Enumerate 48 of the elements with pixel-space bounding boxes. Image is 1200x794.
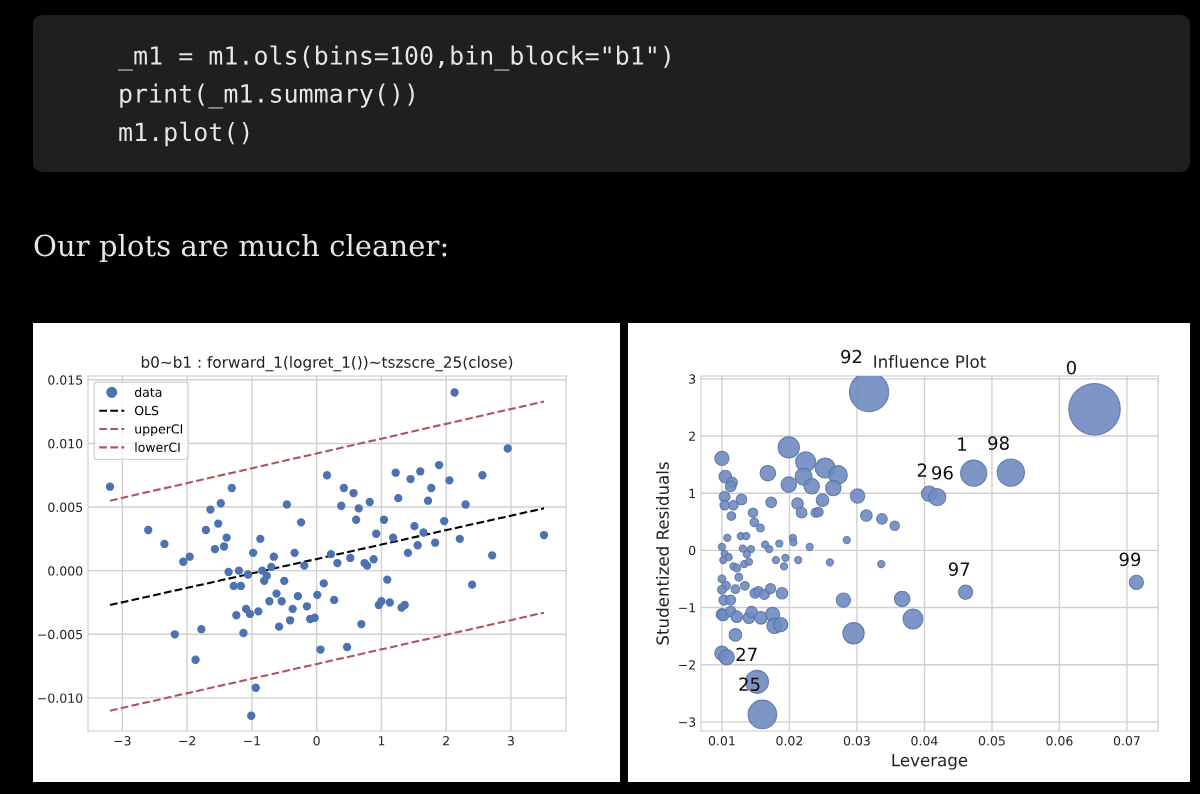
y-tick-label: −3 bbox=[679, 717, 696, 727]
x-tick-label: 0.06 bbox=[1046, 736, 1073, 746]
y-tick-label: −0.005 bbox=[38, 629, 83, 640]
text: m1.plot() bbox=[119, 121, 249, 147]
y-tick-label: 2 bbox=[689, 431, 695, 441]
x-tick-label: 1 bbox=[378, 736, 385, 746]
y-tick-label: −1 bbox=[679, 603, 695, 613]
x-axis-title: Leverage bbox=[892, 754, 968, 770]
legend-label: lowerCI bbox=[135, 442, 180, 452]
x-tick-label: 0.02 bbox=[776, 736, 803, 746]
y-tick-label: −2 bbox=[679, 660, 695, 670]
annotation: 97 bbox=[948, 562, 970, 576]
legend-label: data bbox=[134, 387, 162, 397]
y-tick-label: 0.000 bbox=[48, 566, 83, 576]
text: _m1 = m1.ols(bins=100,bin_block="b1") bbox=[118, 45, 670, 71]
x-tick-label: −1 bbox=[243, 736, 260, 746]
x-tick-label: 0 bbox=[313, 736, 320, 746]
y-axis-title: Studentized Residuals bbox=[656, 462, 669, 645]
annotation: 2 bbox=[917, 463, 927, 477]
text: Our plots are much cleaner: bbox=[34, 233, 447, 263]
x-tick-label: 3 bbox=[507, 736, 514, 746]
y-tick-label: 0.015 bbox=[48, 375, 83, 385]
x-tick-label: −2 bbox=[179, 736, 196, 746]
x-tick-label: 0.05 bbox=[978, 736, 1005, 746]
x-tick-label: 0.07 bbox=[1113, 736, 1140, 746]
chart-title: Influence Plot bbox=[874, 355, 986, 368]
x-tick-label: −3 bbox=[114, 736, 131, 746]
x-tick-label: 0.03 bbox=[843, 736, 870, 746]
chart-title: b0~b1 : forward_1(logret_1())~tszscre_25(close) bbox=[141, 356, 513, 372]
annotation: 98 bbox=[988, 436, 1009, 450]
annotation: 96 bbox=[932, 465, 953, 480]
text: print(_m1.summary()) bbox=[120, 83, 414, 109]
annotation: 92 bbox=[841, 349, 862, 364]
x-tick-label: 0.01 bbox=[708, 736, 735, 746]
annotation: 99 bbox=[1119, 552, 1141, 567]
annotation: 1 bbox=[958, 437, 966, 451]
annotation: 27 bbox=[736, 647, 757, 662]
x-tick-label: 0.04 bbox=[911, 736, 938, 746]
y-tick-label: 1 bbox=[689, 488, 695, 498]
y-tick-label: 0.005 bbox=[48, 502, 83, 512]
legend-label: upperCI bbox=[135, 424, 183, 437]
y-tick-label: 0 bbox=[689, 545, 696, 556]
legend-label: OLS bbox=[134, 405, 159, 416]
y-tick-label: −0.010 bbox=[38, 693, 83, 703]
x-tick-label: 2 bbox=[443, 736, 449, 746]
y-tick-label: 3 bbox=[689, 374, 696, 384]
y-tick-label: 0.010 bbox=[48, 438, 83, 449]
annotation: 0 bbox=[1066, 360, 1076, 375]
